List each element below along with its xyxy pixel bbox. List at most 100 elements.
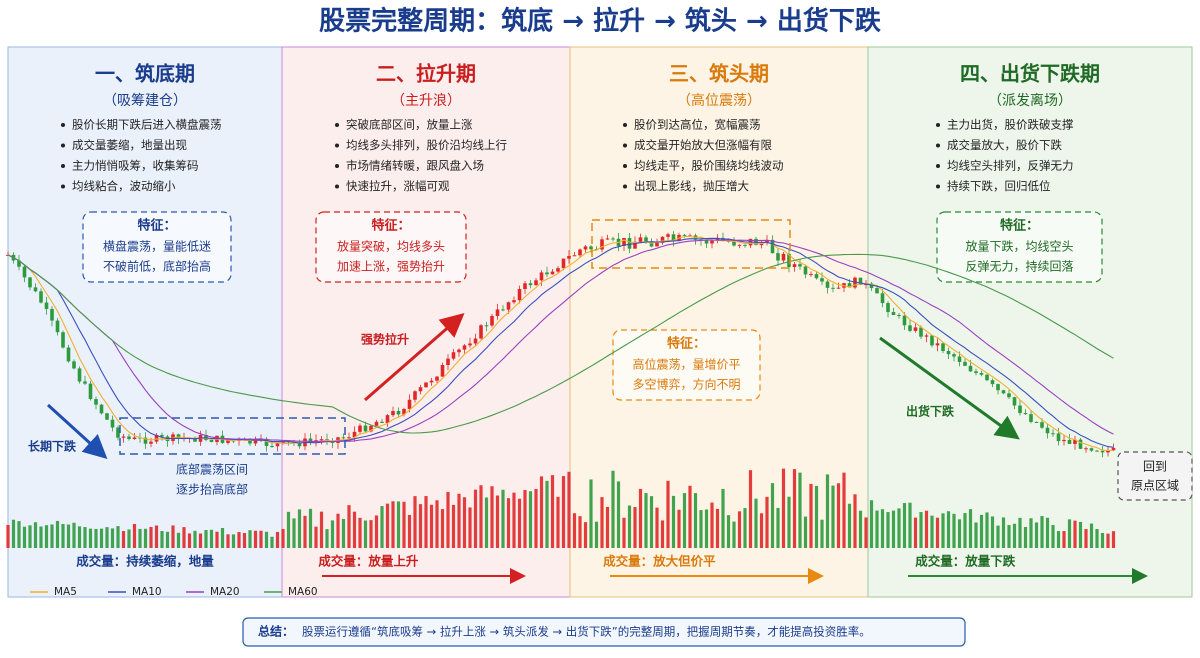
candle-body <box>495 309 500 316</box>
candle-body <box>792 264 797 268</box>
candle-body <box>264 438 269 446</box>
candle-body <box>561 258 566 269</box>
candle-body <box>886 303 890 313</box>
volume-bar <box>1018 517 1022 548</box>
volume-bar <box>259 530 263 548</box>
candle-body <box>831 287 835 289</box>
feature-line: 放量下跌，均线空头 <box>965 239 1073 254</box>
arrow <box>364 313 465 402</box>
volume-bar <box>138 528 142 548</box>
volume-bar <box>792 469 797 548</box>
volume-bar <box>11 519 16 548</box>
volume-bar <box>193 530 197 548</box>
volume-bar <box>99 528 104 548</box>
candle-body <box>897 314 901 316</box>
phase-point: 均线粘合，波动缩小 <box>72 179 176 193</box>
candle-body <box>737 244 742 246</box>
volume-bar <box>363 520 368 548</box>
candle-body <box>61 332 65 348</box>
phase-panel <box>867 46 1193 598</box>
volume-bar <box>1045 517 1050 548</box>
candle-body <box>352 431 357 438</box>
volume-bar <box>391 501 395 548</box>
volume-bar <box>44 525 49 548</box>
volume-bar <box>814 485 819 548</box>
volume-bar <box>198 533 203 548</box>
volume-bar <box>737 511 742 548</box>
volume-bar <box>385 503 390 548</box>
bullet <box>61 164 65 168</box>
volume-bar <box>908 502 912 548</box>
candle-body <box>22 266 27 278</box>
candle-body <box>1040 422 1044 428</box>
phase-point: 成交量开始放大但涨幅有限 <box>634 138 772 152</box>
candle-body <box>193 438 197 442</box>
moving-average-line <box>7 253 1114 434</box>
volume-bar <box>743 508 747 548</box>
candle-body <box>924 335 929 337</box>
moving-average-line <box>7 237 1114 448</box>
phase-point: 持续下跌，回归低位 <box>947 179 1051 193</box>
candle-body <box>209 439 214 442</box>
candle-body <box>979 373 984 375</box>
volume-bar <box>1056 531 1061 548</box>
volume-bar <box>149 527 153 548</box>
volume-bar <box>611 470 615 548</box>
volume-bar <box>1084 529 1088 548</box>
bullet <box>335 123 339 127</box>
candle-body <box>550 271 555 275</box>
candle-body <box>396 411 401 415</box>
candle-body <box>765 239 769 243</box>
volume-bar <box>523 490 527 548</box>
volume-bar <box>726 515 731 548</box>
candle-body <box>825 281 830 288</box>
candle-body <box>682 234 687 236</box>
volume-bar <box>770 483 775 548</box>
volume-bar <box>902 503 907 548</box>
volume-bar <box>231 534 236 548</box>
candle-body <box>957 356 962 362</box>
annotation: 长期下跌 <box>28 439 77 454</box>
volume-bar <box>710 502 714 548</box>
volume-bar <box>33 522 38 548</box>
volume-bar <box>50 524 54 548</box>
candle-body <box>451 352 456 359</box>
volume-bar <box>314 526 318 548</box>
candle-body <box>308 438 313 442</box>
volume-bar <box>561 476 566 548</box>
volume-bar <box>237 532 241 548</box>
volume-bar <box>1106 533 1110 548</box>
volume-bar <box>330 520 335 548</box>
candle-body <box>583 246 588 250</box>
candle-body <box>814 274 819 279</box>
candle-body <box>176 434 181 439</box>
volume-bar <box>550 475 555 548</box>
feature-line: 多空博弈，方向不明 <box>632 377 740 392</box>
volume-bar <box>996 525 1000 548</box>
volume-bar <box>869 500 874 548</box>
candle-body <box>671 234 676 242</box>
volume-bar <box>528 491 533 548</box>
feature-line: 高位震荡，量增价平 <box>632 357 740 372</box>
candle-body <box>347 437 351 439</box>
volume-bar <box>594 521 599 548</box>
volume-bar <box>638 488 643 548</box>
candle-body <box>253 439 258 444</box>
candle-body <box>930 335 934 346</box>
candle-body <box>39 291 43 303</box>
volume-bar <box>473 489 478 548</box>
candle-body <box>589 246 593 250</box>
candle-body <box>710 240 714 244</box>
candle-body <box>759 242 764 246</box>
volume-bar <box>655 507 659 548</box>
candle-body <box>484 325 489 327</box>
phase-point: 主力出货，股价跌破支撑 <box>947 118 1074 132</box>
bullet <box>623 184 627 189</box>
volume-bar <box>17 521 21 548</box>
feature-line: 加速上涨，强势抬升 <box>337 259 445 274</box>
volume-bar <box>303 515 307 548</box>
volume-bar <box>963 513 967 548</box>
phase-panel <box>7 46 283 598</box>
arrow <box>879 336 1020 440</box>
